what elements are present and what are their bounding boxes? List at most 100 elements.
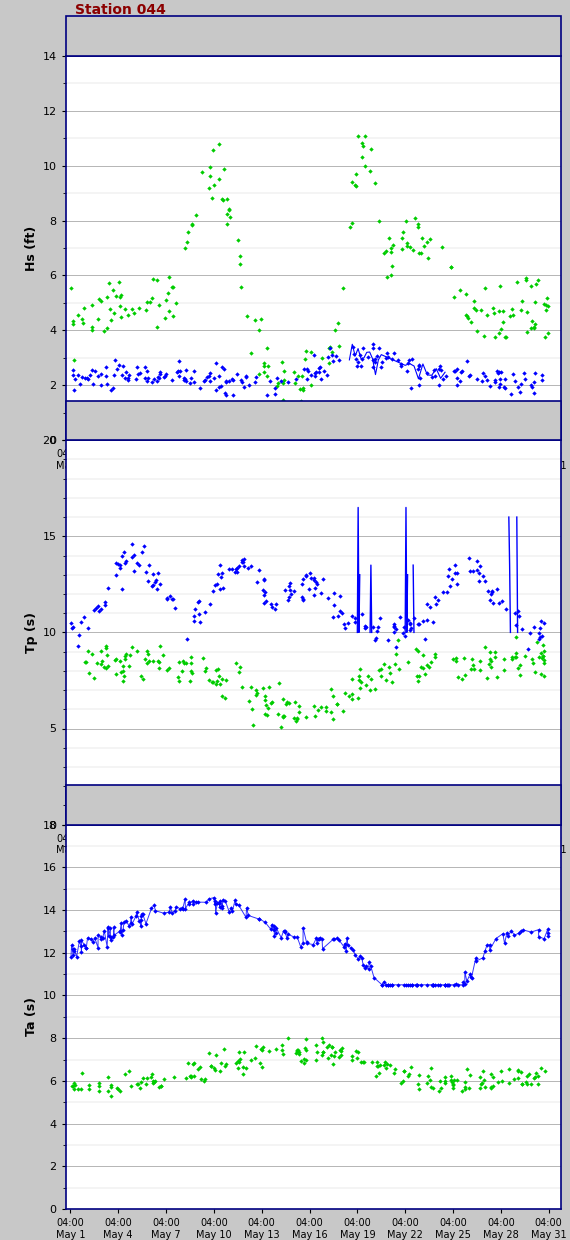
Point — [430, 366, 439, 386]
Point — [524, 1064, 534, 1084]
Point — [175, 899, 184, 919]
Point — [463, 309, 473, 329]
Point — [461, 665, 470, 684]
Point — [215, 377, 224, 397]
Point — [218, 190, 227, 210]
Point — [404, 652, 413, 672]
Point — [384, 630, 393, 650]
Point — [343, 929, 352, 949]
Point — [350, 175, 359, 195]
Point — [413, 671, 422, 691]
Point — [284, 577, 293, 596]
Point — [317, 370, 326, 389]
Point — [115, 272, 124, 291]
Point — [103, 286, 112, 306]
Point — [310, 585, 319, 605]
Point — [215, 897, 225, 916]
Point — [392, 636, 401, 656]
X-axis label: Time (UTC): Time (UTC) — [274, 474, 353, 486]
Point — [461, 1079, 470, 1099]
Point — [359, 956, 368, 976]
Point — [464, 366, 473, 386]
Point — [218, 890, 227, 910]
Point — [235, 662, 244, 682]
Point — [511, 647, 520, 667]
Point — [359, 1053, 368, 1073]
Point — [196, 378, 205, 398]
Point — [215, 675, 225, 694]
Point — [364, 952, 373, 972]
Point — [148, 577, 157, 596]
Point — [404, 352, 413, 372]
Point — [165, 587, 174, 606]
Point — [83, 370, 92, 389]
Point — [279, 391, 288, 410]
Point — [156, 1076, 165, 1096]
Point — [88, 316, 97, 336]
Point — [373, 1055, 382, 1075]
Point — [259, 353, 268, 373]
Point — [252, 680, 261, 699]
Point — [348, 606, 357, 626]
Point — [370, 680, 379, 699]
Point — [327, 342, 336, 362]
Point — [488, 1076, 498, 1096]
Point — [382, 1058, 391, 1078]
Point — [103, 317, 112, 337]
Point — [335, 1039, 344, 1059]
Point — [408, 241, 417, 260]
Point — [211, 660, 221, 680]
Point — [274, 373, 283, 393]
Point — [433, 590, 442, 610]
Point — [301, 707, 310, 727]
Point — [120, 1064, 129, 1084]
Point — [163, 589, 172, 609]
Point — [101, 366, 111, 386]
Point — [180, 370, 189, 389]
Point — [82, 937, 91, 957]
Point — [161, 290, 170, 310]
Point — [338, 278, 347, 298]
Point — [227, 898, 236, 918]
Point — [181, 371, 190, 391]
Point — [201, 661, 210, 681]
Point — [520, 370, 530, 389]
Point — [398, 624, 408, 644]
Point — [311, 572, 320, 591]
Point — [333, 314, 342, 334]
Point — [132, 906, 141, 926]
Text: SEA: SEA — [500, 405, 534, 420]
Point — [486, 657, 495, 677]
Point — [435, 360, 444, 379]
Point — [192, 892, 201, 911]
Point — [415, 374, 424, 394]
Point — [345, 217, 355, 237]
Point — [84, 663, 93, 683]
Point — [412, 666, 421, 686]
Point — [450, 362, 459, 382]
Point — [539, 294, 548, 314]
Point — [80, 652, 89, 672]
Point — [354, 1043, 363, 1063]
Point — [324, 353, 333, 373]
Point — [103, 374, 112, 394]
Point — [343, 614, 352, 634]
Point — [420, 237, 429, 257]
Point — [172, 293, 181, 312]
Point — [79, 606, 88, 626]
Point — [465, 1065, 474, 1085]
Point — [100, 593, 109, 613]
Point — [414, 1079, 424, 1099]
Point — [284, 372, 293, 392]
Point — [446, 257, 455, 277]
Point — [346, 937, 355, 957]
Point — [478, 565, 487, 585]
Point — [377, 666, 386, 686]
Point — [315, 928, 324, 947]
Point — [450, 361, 459, 381]
Text: SWELL: SWELL — [399, 21, 457, 36]
Point — [221, 670, 230, 689]
Point — [179, 368, 188, 388]
Point — [120, 542, 129, 562]
Point — [382, 343, 392, 363]
